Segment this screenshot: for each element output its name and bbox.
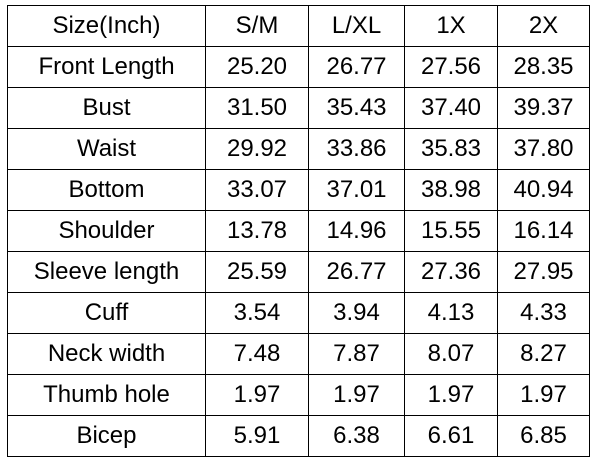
cell: 5.91 — [205, 415, 309, 457]
cell: 8.27 — [497, 333, 590, 375]
row-label: Front Length — [7, 46, 206, 88]
table-row: Front Length 25.20 26.77 27.56 28.35 — [7, 46, 590, 88]
table-row: Bottom 33.07 37.01 38.98 40.94 — [7, 169, 590, 211]
cell: 14.96 — [308, 210, 405, 252]
cell: 1.97 — [497, 374, 590, 416]
cell: 37.40 — [404, 87, 498, 129]
cell: 29.92 — [205, 128, 309, 170]
cell: 3.94 — [308, 292, 405, 334]
cell: 1.97 — [205, 374, 309, 416]
table-row: Cuff 3.54 3.94 4.13 4.33 — [7, 292, 590, 334]
cell: 33.86 — [308, 128, 405, 170]
cell: 15.55 — [404, 210, 498, 252]
cell: 7.87 — [308, 333, 405, 375]
row-label: Bicep — [7, 415, 206, 457]
cell: 27.95 — [497, 251, 590, 293]
row-label: Waist — [7, 128, 206, 170]
row-label: Shoulder — [7, 210, 206, 252]
size-table: Size(Inch) S/M L/XL 1X 2X Front Length 25.20 26… — [7, 5, 590, 457]
cell: 31.50 — [205, 87, 309, 129]
cell: 3.54 — [205, 292, 309, 334]
row-label: Bust — [7, 87, 206, 129]
table-row: Neck width 7.48 7.87 8.07 8.27 — [7, 333, 590, 375]
cell: 13.78 — [205, 210, 309, 252]
cell: 38.98 — [404, 169, 498, 211]
row-label: Neck width — [7, 333, 206, 375]
cell: 1.97 — [404, 374, 498, 416]
cell: 35.83 — [404, 128, 498, 170]
table-row: Sleeve length 25.59 26.77 27.36 27.95 — [7, 251, 590, 293]
cell: 35.43 — [308, 87, 405, 129]
row-label: Size(Inch) — [7, 5, 206, 47]
cell: 7.48 — [205, 333, 309, 375]
cell: 37.80 — [497, 128, 590, 170]
cell: 2X — [497, 5, 590, 47]
row-label: Thumb hole — [7, 374, 206, 416]
cell: S/M — [205, 5, 309, 47]
table-row: Shoulder 13.78 14.96 15.55 16.14 — [7, 210, 590, 252]
cell: 6.61 — [404, 415, 498, 457]
row-label: Bottom — [7, 169, 206, 211]
cell: 26.77 — [308, 251, 405, 293]
cell: 33.07 — [205, 169, 309, 211]
row-label: Cuff — [7, 292, 206, 334]
table-row: Thumb hole 1.97 1.97 1.97 1.97 — [7, 374, 590, 416]
cell: 40.94 — [497, 169, 590, 211]
cell: 27.56 — [404, 46, 498, 88]
cell: 1X — [404, 5, 498, 47]
table-row: Bicep 5.91 6.38 6.61 6.85 — [7, 415, 590, 457]
cell: 28.35 — [497, 46, 590, 88]
cell: 25.20 — [205, 46, 309, 88]
row-label: Sleeve length — [7, 251, 206, 293]
header-row: Size(Inch) S/M L/XL 1X 2X — [7, 5, 590, 47]
cell: 26.77 — [308, 46, 405, 88]
cell: 37.01 — [308, 169, 405, 211]
cell: 16.14 — [497, 210, 590, 252]
cell: L/XL — [308, 5, 405, 47]
cell: 4.13 — [404, 292, 498, 334]
cell: 27.36 — [404, 251, 498, 293]
cell: 6.38 — [308, 415, 405, 457]
table-row: Bust 31.50 35.43 37.40 39.37 — [7, 87, 590, 129]
cell: 4.33 — [497, 292, 590, 334]
table-row: Waist 29.92 33.86 35.83 37.80 — [7, 128, 590, 170]
cell: 25.59 — [205, 251, 309, 293]
cell: 1.97 — [308, 374, 405, 416]
cell: 6.85 — [497, 415, 590, 457]
cell: 8.07 — [404, 333, 498, 375]
table-body: Size(Inch) S/M L/XL 1X 2X Front Length 25.20 26… — [7, 5, 590, 457]
cell: 39.37 — [497, 87, 590, 129]
